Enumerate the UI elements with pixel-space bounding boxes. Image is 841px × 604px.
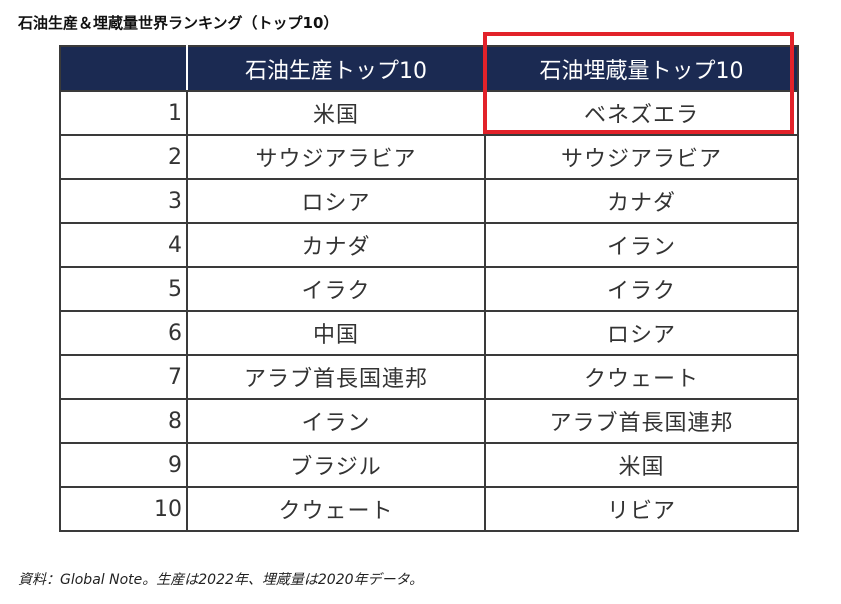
rank-cell: 10 xyxy=(59,486,188,532)
table-row: 2 サウジアラビア サウジアラビア xyxy=(59,134,799,180)
rank-cell: 2 xyxy=(59,134,188,180)
source-footnote: 資料：Global Note。生産は2022年、埋蔵量は2020年データ。 xyxy=(18,572,424,588)
production-country-cell: サウジアラビア xyxy=(186,134,486,180)
production-column-header: 石油生産トップ10 xyxy=(186,45,486,92)
table-header-row: 石油生産トップ10 石油埋蔵量トップ10 xyxy=(59,45,799,92)
reserves-country-cell: ロシア xyxy=(484,310,799,356)
production-country-cell: クウェート xyxy=(186,486,486,532)
reserves-country-cell: イラン xyxy=(484,222,799,268)
page-title: 石油生産＆埋蔵量世界ランキング（トップ10） xyxy=(18,14,339,32)
production-country-cell: イラン xyxy=(186,398,486,444)
ranking-table: 石油生産トップ10 石油埋蔵量トップ10 1 米国 ベネズエラ 2 サウジアラビ… xyxy=(59,45,799,532)
reserves-country-cell: リビア xyxy=(484,486,799,532)
table-row: 8 イラン アラブ首長国連邦 xyxy=(59,398,799,444)
production-country-cell: ブラジル xyxy=(186,442,486,488)
rank-cell: 3 xyxy=(59,178,188,224)
reserves-column-header: 石油埋蔵量トップ10 xyxy=(484,45,799,92)
rank-cell: 4 xyxy=(59,222,188,268)
table-row: 1 米国 ベネズエラ xyxy=(59,90,799,136)
production-country-cell: イラク xyxy=(186,266,486,312)
table-row: 3 ロシア カナダ xyxy=(59,178,799,224)
reserves-country-cell: サウジアラビア xyxy=(484,134,799,180)
production-country-cell: カナダ xyxy=(186,222,486,268)
reserves-country-cell: 米国 xyxy=(484,442,799,488)
table-row: 9 ブラジル 米国 xyxy=(59,442,799,488)
production-country-cell: アラブ首長国連邦 xyxy=(186,354,486,400)
table-row: 10 クウェート リビア xyxy=(59,486,799,532)
reserves-country-cell: カナダ xyxy=(484,178,799,224)
table-row: 6 中国 ロシア xyxy=(59,310,799,356)
reserves-country-cell: ベネズエラ xyxy=(484,90,799,136)
table-row: 7 アラブ首長国連邦 クウェート xyxy=(59,354,799,400)
table-row: 5 イラク イラク xyxy=(59,266,799,312)
rank-cell: 6 xyxy=(59,310,188,356)
production-country-cell: ロシア xyxy=(186,178,486,224)
rank-cell: 7 xyxy=(59,354,188,400)
rank-column-header xyxy=(59,45,188,92)
reserves-country-cell: クウェート xyxy=(484,354,799,400)
production-country-cell: 米国 xyxy=(186,90,486,136)
rank-cell: 5 xyxy=(59,266,188,312)
rank-cell: 8 xyxy=(59,398,188,444)
production-country-cell: 中国 xyxy=(186,310,486,356)
reserves-country-cell: アラブ首長国連邦 xyxy=(484,398,799,444)
table-row: 4 カナダ イラン xyxy=(59,222,799,268)
rank-cell: 9 xyxy=(59,442,188,488)
reserves-country-cell: イラク xyxy=(484,266,799,312)
rank-cell: 1 xyxy=(59,90,188,136)
